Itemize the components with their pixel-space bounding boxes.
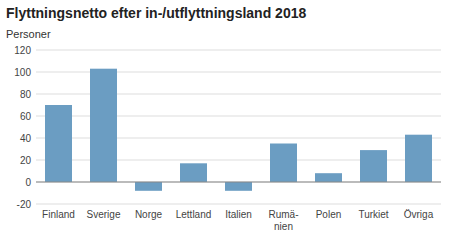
zero-line — [36, 182, 441, 183]
bar — [90, 69, 117, 182]
bars — [45, 69, 432, 191]
bar — [225, 182, 252, 191]
y-tick-label: 100 — [14, 67, 31, 78]
x-tick-label: Lettland — [176, 209, 212, 220]
x-tick-label: Finland — [42, 209, 75, 220]
grid-line — [36, 182, 441, 183]
bar — [405, 135, 432, 182]
bar — [315, 173, 342, 182]
y-tick-label: 80 — [20, 89, 32, 100]
grid — [36, 50, 441, 204]
chart-svg: Flyttningsnetto efter in-/utflyttningsla… — [0, 0, 451, 250]
y-tick-label: 40 — [20, 133, 32, 144]
grid-line — [36, 204, 441, 205]
x-tick-label: Norge — [135, 209, 163, 220]
x-tick-label: Polen — [316, 209, 342, 220]
x-axis: Finland Sverige Norge Lettland Italien Rumä-n… — [42, 209, 434, 232]
x-tick-label: Italien — [225, 209, 252, 220]
x-tick-label: Rumä-nien — [268, 209, 298, 232]
y-tick-label: 60 — [20, 111, 32, 122]
y-tick-label: 20 — [20, 155, 32, 166]
y-tick-label: 0 — [25, 177, 31, 188]
bar — [180, 163, 207, 182]
bar — [270, 144, 297, 183]
y-tick-label: 120 — [14, 45, 31, 56]
y-axis-label: Personer — [6, 28, 51, 40]
bar — [360, 150, 387, 182]
grid-line — [36, 50, 441, 51]
bar — [135, 182, 162, 191]
chart-title: Flyttningsnetto efter in-/utflyttningsla… — [6, 5, 306, 21]
bar — [45, 105, 72, 182]
chart-container: Flyttningsnetto efter in-/utflyttningsla… — [0, 0, 451, 250]
x-tick-label: Sverige — [87, 209, 121, 220]
y-tick-label: -20 — [17, 199, 32, 210]
x-tick-label: Turkiet — [358, 209, 388, 220]
y-axis: -20 0 20 40 60 80 100 120 — [14, 45, 31, 210]
x-tick-label: Övriga — [404, 209, 434, 220]
